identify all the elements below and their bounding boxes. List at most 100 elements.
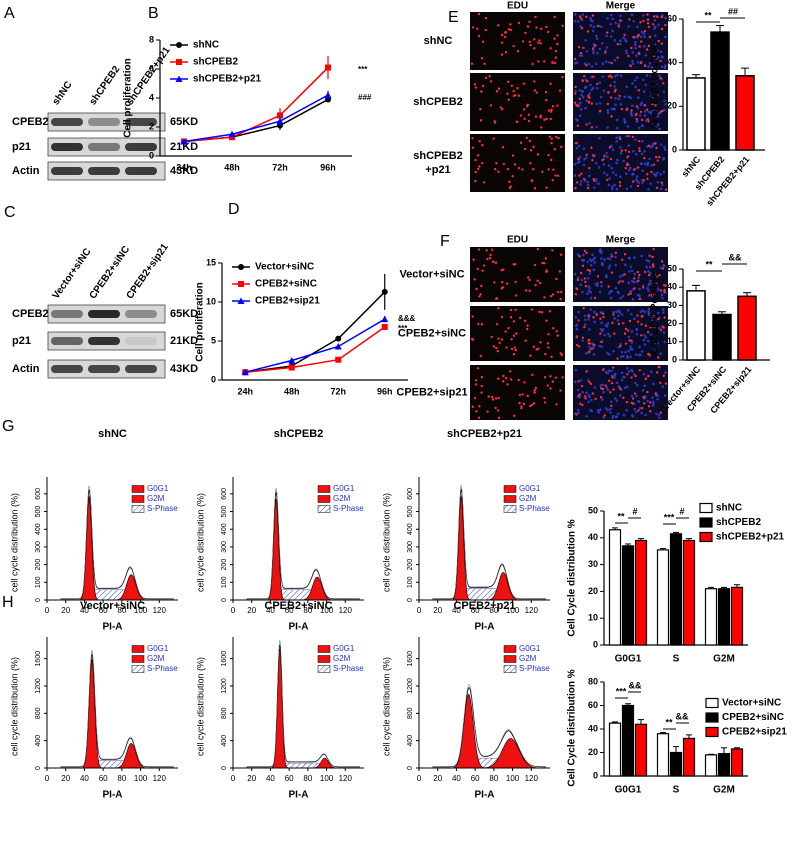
x-tick-label: 0 [231,774,236,783]
legend-label: shCPEB2+p21 [193,74,262,85]
edu-dot [601,387,605,391]
nucleus [643,333,646,337]
size-label: 65KD [170,308,198,320]
edu-dot [539,42,542,45]
nucleus [601,263,605,267]
edu-dot [532,168,535,171]
edu-dot [559,297,562,301]
edu-dot [627,54,630,58]
legend-label: G2M [333,494,351,503]
nucleus [607,292,611,295]
edu-dot [540,27,543,31]
nucleus [635,120,639,123]
y-tick-label: 30 [588,559,598,569]
edu-dot [534,283,537,287]
edu-dot [561,376,564,379]
edu-dot [506,167,510,171]
y-tick-label: 0 [35,766,42,770]
edu-dot [578,393,582,396]
edu-dot [513,163,517,166]
nucleus [617,346,621,349]
nucleus [591,253,594,257]
nucleus [655,83,658,87]
x-tick-label: 60 [99,774,108,783]
edu-dot [607,379,611,382]
edu-dot [607,75,611,78]
legend-label: G2M [519,654,537,663]
row-label: shCPEB2 [413,150,463,162]
edu-dot [545,117,548,121]
nucleus [606,16,609,20]
edu-dot [576,278,580,282]
micrograph [470,365,565,420]
nucleus [592,51,595,55]
nucleus [622,354,625,358]
nucleus [593,386,597,389]
nucleus [588,272,592,275]
raw-outline [246,640,360,769]
legend-label: CPEB2+siNC [255,279,317,290]
nucleus [636,106,640,110]
edu-dot [510,338,513,341]
edu-dot [586,268,590,272]
nucleus [643,35,646,38]
edu-dot [659,328,663,332]
nucleus [626,355,629,358]
edu-dot [482,181,486,184]
nucleus [613,183,616,187]
panel-letter: H [2,594,14,611]
legend-label: G0G1 [519,484,541,493]
nucleus [598,290,602,294]
size-label: 65KD [170,116,198,128]
nucleus [633,40,637,44]
nucleus [625,408,628,412]
axis-title: cell cycle distribution (%) [381,493,391,592]
edu-dot [579,271,583,275]
nucleus [648,271,652,275]
nucleus [619,296,622,300]
blot-band [125,167,157,175]
legend-label: S-Phase [519,504,550,513]
edu-dot [602,315,605,319]
edu-dot [543,376,547,379]
nucleus [605,407,608,410]
nucleus [653,34,657,37]
nucleus [629,347,633,351]
edu-dot [586,30,590,33]
nucleus [652,108,655,112]
y-tick-label: 800 [221,707,228,719]
bar [621,704,635,777]
edu-dot [623,332,627,335]
edu-dot [500,280,504,284]
edu-dot [585,15,588,19]
nucleus [581,258,584,262]
y-tick-label: 20 [667,101,677,111]
nucleus [664,371,667,374]
edu-dot [556,290,560,294]
edu-dot [575,335,578,338]
edu-dot [625,108,629,111]
edu-dot [549,375,552,378]
edu-dot [504,330,507,333]
edu-dot [600,340,603,344]
nucleus [657,288,661,291]
edu-dot [639,61,643,65]
nucleus [656,342,660,345]
edu-dot [592,177,595,181]
legend-swatch [699,517,713,528]
nucleus [633,317,636,321]
nucleus [584,352,588,355]
nucleus [656,180,660,184]
nucleus [607,60,611,64]
x-tick-label: 120 [525,774,539,783]
edu-dot [599,332,602,335]
edu-dot [485,249,488,252]
nucleus [573,174,577,177]
nucleus [636,61,640,64]
nucleus [652,404,655,407]
edu-dot [536,153,540,156]
panel-title: CPEB2+p21 [453,600,515,612]
legend-label: S-Phase [333,664,364,673]
edu-dot [551,249,554,252]
edu-dot [551,380,554,383]
